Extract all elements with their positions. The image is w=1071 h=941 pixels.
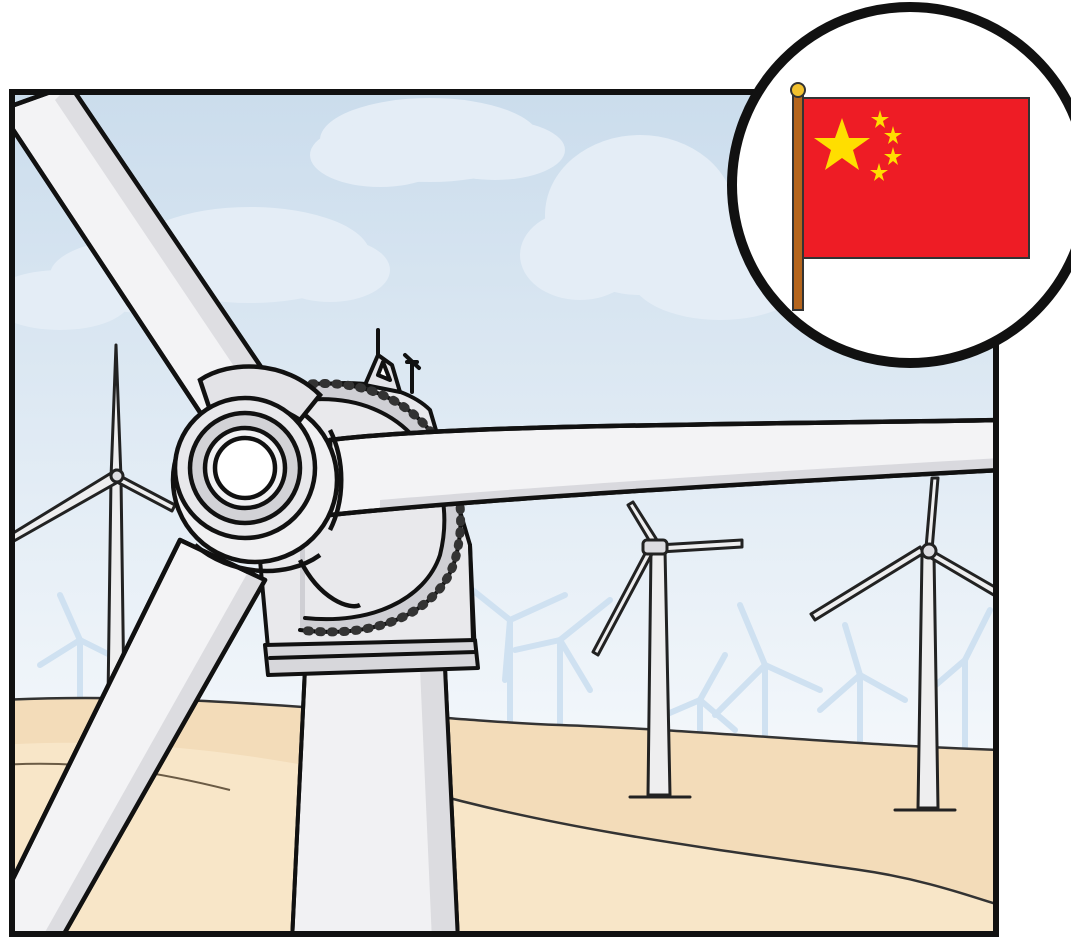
- flag-large-star: [814, 118, 870, 170]
- flag-small-star: [870, 163, 888, 181]
- flag-small-star: [884, 147, 902, 165]
- flag-small-star: [884, 126, 902, 144]
- turbine-center: [591, 500, 744, 799]
- main-turbine-blades: [12, 92, 996, 934]
- main-turbine-tower: [290, 666, 460, 934]
- flag-small-star: [871, 110, 889, 128]
- distant-turbines: [37, 577, 993, 753]
- turbine-right: [809, 476, 996, 812]
- flag-stars: [814, 110, 902, 181]
- flagpole: [792, 94, 804, 311]
- china-flag: [802, 97, 1030, 259]
- main-turbine-hub: [170, 364, 362, 609]
- desert-ground: [12, 696, 996, 934]
- scene-border: [9, 89, 999, 937]
- china-flag-badge: [727, 2, 1071, 368]
- flagpole-finial: [790, 82, 806, 98]
